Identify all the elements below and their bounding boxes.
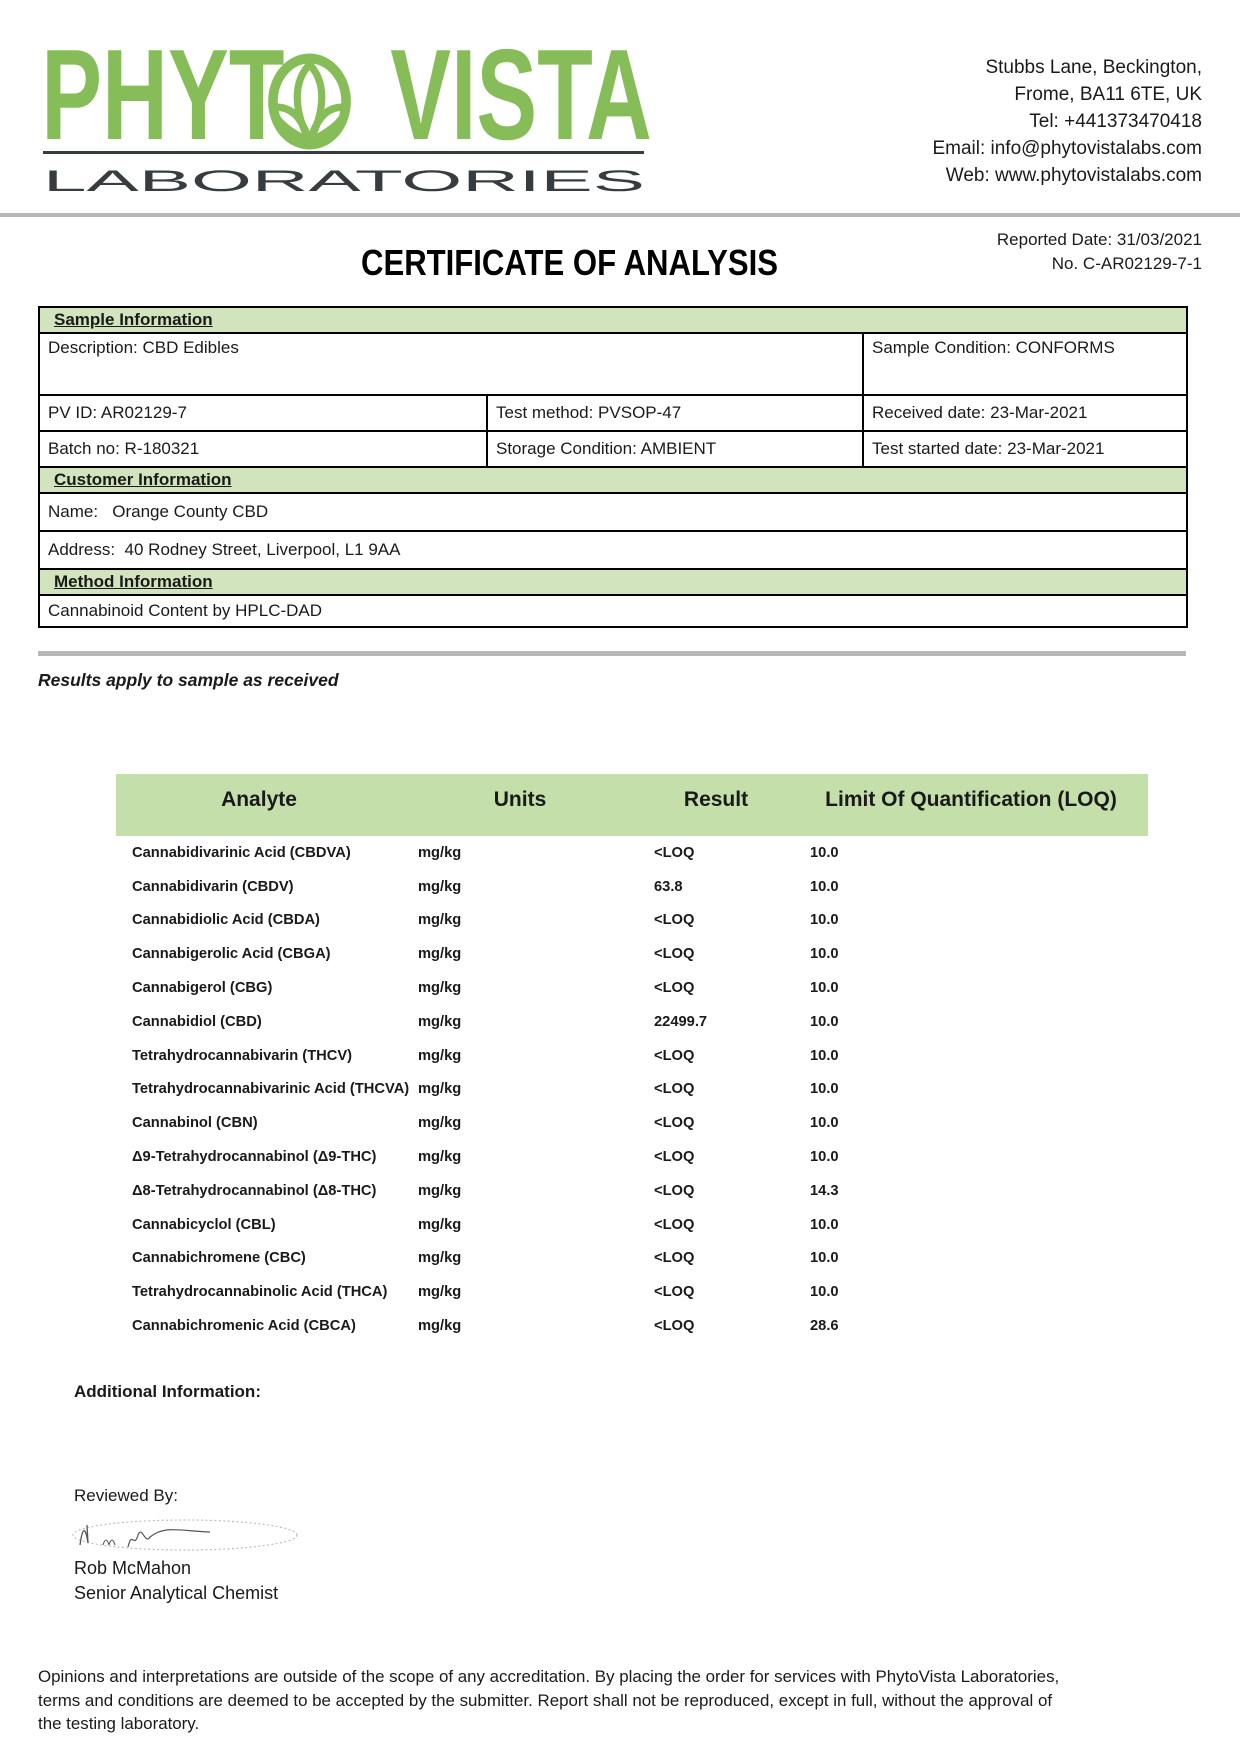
svg-text:PHYT: PHYT <box>41 22 284 167</box>
svg-text:VISTA: VISTA <box>390 22 652 167</box>
svg-text:CERTIFICATE OF ANALYSIS: CERTIFICATE OF ANALYSIS <box>361 242 778 283</box>
svg-text:LABORATORIES: LABORATORIES <box>43 165 645 198</box>
